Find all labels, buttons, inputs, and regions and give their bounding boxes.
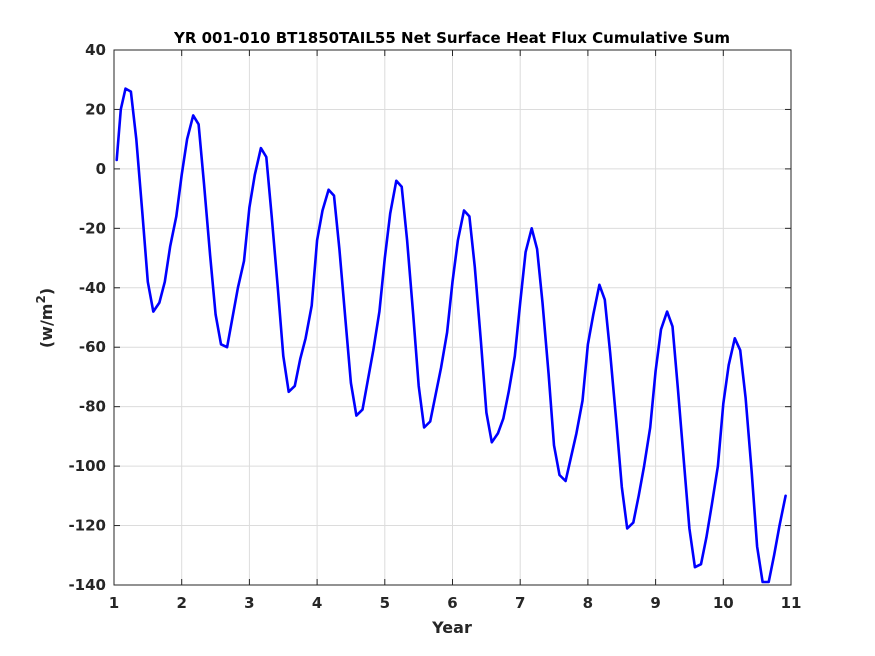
x-tick-label: 9 [650, 594, 660, 612]
y-axis-label-close: ) [37, 288, 56, 295]
y-tick-label: -120 [68, 517, 106, 535]
x-tick-label: 8 [583, 594, 593, 612]
y-tick-label: -100 [68, 457, 106, 475]
series-group [115, 87, 787, 584]
y-tick-label: -80 [79, 398, 106, 416]
y-axis-label-text: (w/m [37, 304, 56, 349]
x-tick-label: 4 [312, 594, 322, 612]
x-tick-label: 10 [713, 594, 734, 612]
chart-title: YR 001-010 BT1850TAIL55 Net Surface Heat… [173, 29, 730, 47]
y-tick-label: 0 [96, 160, 106, 178]
series-line-0 [115, 87, 787, 584]
x-tick-label: 3 [244, 594, 254, 612]
tick-marks [113, 49, 792, 586]
x-tick-label: 11 [781, 594, 802, 612]
y-tick-label: 40 [85, 41, 106, 59]
x-axis-label: Year [431, 618, 472, 637]
x-tick-label: 5 [380, 594, 390, 612]
x-tick-label: 1 [109, 594, 119, 612]
y-axis-label-superscript: 2 [34, 295, 48, 303]
y-tick-labels: -140 -120 -100 -80 -60 -40 -20 0 20 40 [68, 41, 106, 594]
x-tick-label: 6 [447, 594, 457, 612]
y-tick-label: -40 [79, 279, 106, 297]
x-tick-label: 2 [176, 594, 186, 612]
x-tick-label: 7 [515, 594, 525, 612]
y-tick-label: 20 [85, 100, 106, 118]
y-tick-label: -60 [79, 338, 106, 356]
y-axis-label: (w/m2) [34, 288, 56, 348]
y-tick-label: -140 [68, 576, 106, 594]
y-tick-label: -20 [79, 219, 106, 237]
x-tick-labels: 1 2 3 4 5 6 7 8 9 10 11 [109, 594, 802, 612]
